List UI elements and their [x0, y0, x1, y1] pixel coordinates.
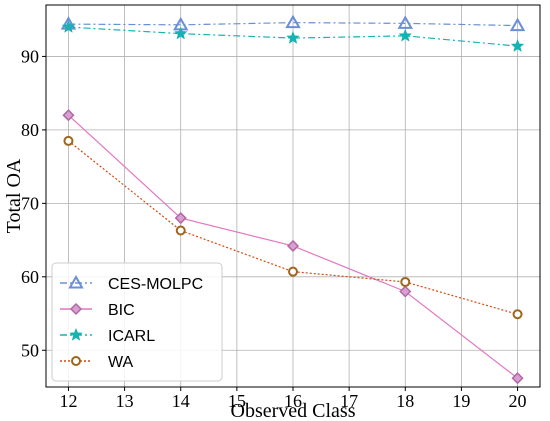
- legend: CES-MOLPC BIC ICARL WA: [51, 262, 223, 382]
- legend-marker-wa: [71, 356, 81, 366]
- y-axis-label: Total OA: [3, 158, 25, 233]
- data-point-bic: [511, 372, 524, 385]
- legend-marker-icarl: [69, 327, 83, 341]
- x-tick-label: 19: [452, 391, 470, 411]
- data-point-bic: [286, 239, 300, 253]
- x-tick-label: 20: [509, 391, 527, 411]
- legend-box: [51, 262, 223, 382]
- data-point-wa: [288, 266, 298, 277]
- data-point-bic: [174, 211, 187, 225]
- series-lines: [60, 14, 526, 385]
- y-tick-label: 50: [21, 340, 39, 360]
- data-point-wa: [512, 309, 523, 320]
- data-point-bic: [399, 285, 412, 298]
- y-tick-label: 60: [21, 267, 39, 287]
- legend-marker-bic: [69, 302, 83, 316]
- legend-label-wa: WA: [108, 354, 134, 371]
- legend-marker-ces-molpc: [68, 274, 84, 289]
- y-tick-label: 80: [21, 120, 39, 140]
- data-point-bic: [62, 109, 75, 122]
- y-axis-ticks: 50 60 70 80 90: [21, 46, 46, 360]
- x-axis-label: Observed Class: [231, 400, 356, 421]
- data-point-icarl: [61, 19, 76, 33]
- x-tick-label: 18: [396, 391, 414, 411]
- legend-label-ces-molpc: CES-MOLPC: [108, 276, 203, 293]
- series-bic-group: [62, 109, 524, 385]
- legend-label-icarl: ICARL: [108, 328, 155, 345]
- data-point-icarl: [510, 38, 525, 52]
- data-point-icarl: [173, 26, 188, 40]
- x-tick-label: 14: [172, 391, 190, 411]
- series-wa-group: [63, 135, 523, 320]
- data-point-icarl: [398, 28, 413, 42]
- series-icarl-group: [61, 19, 525, 52]
- x-tick-label: 13: [116, 391, 134, 411]
- x-tick-label: 15: [228, 391, 246, 411]
- x-tick-label: 12: [59, 391, 77, 411]
- x-tick-label: 16: [284, 391, 302, 411]
- data-point-ces-molpc: [397, 15, 413, 29]
- data-point-wa: [175, 225, 186, 236]
- data-point-ces-molpc: [285, 14, 301, 29]
- data-point-wa: [63, 135, 74, 146]
- legend-label-bic: BIC: [108, 302, 135, 319]
- x-tick-label: 17: [340, 391, 358, 411]
- y-tick-label: 90: [21, 46, 39, 66]
- data-point-icarl: [286, 30, 300, 44]
- data-point-ces-molpc: [509, 17, 526, 32]
- data-point-wa: [400, 276, 411, 287]
- y-tick-label: 70: [21, 193, 39, 213]
- x-axis-ticks: 12 13 14 15 16 17 18 19 20: [59, 387, 527, 411]
